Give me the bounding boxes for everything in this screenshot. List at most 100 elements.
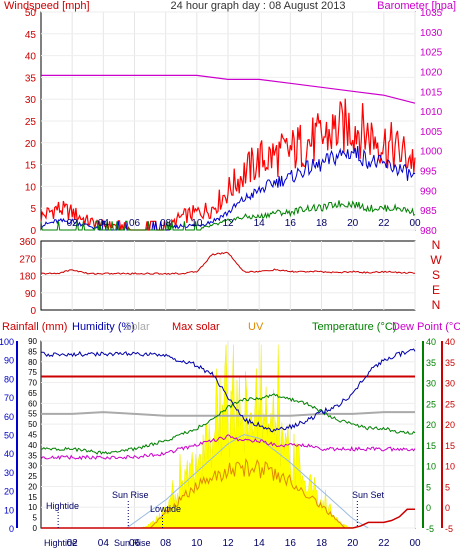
- rainfall-tick-label: 5: [33, 514, 38, 523]
- max-solar-line: [126, 434, 369, 529]
- barometer-tick-label: 985: [420, 206, 437, 217]
- x-tick-label: 12: [222, 218, 234, 229]
- dew-point-tick-label: 5: [445, 482, 450, 492]
- x-tick-label: 06: [129, 538, 141, 549]
- barometer-line: [41, 74, 416, 104]
- wind-direction-line: [40, 251, 416, 275]
- humidity-tick-label: 0: [9, 524, 14, 534]
- compass-letter: N: [432, 238, 441, 252]
- lower-axes: 1009080706050403020100908580757065605550…: [0, 337, 455, 534]
- uv-line: [149, 457, 346, 529]
- solar-header: Solar: [124, 321, 150, 333]
- temperature-tick-label: 35: [426, 358, 436, 368]
- barometer-tick-label: 995: [420, 167, 437, 178]
- dew-point-tick-label: 15: [445, 441, 455, 451]
- x-tick-label: 14: [254, 218, 266, 229]
- dew-point-tick-label: 35: [445, 358, 455, 368]
- direction-degree-label: 360: [19, 237, 36, 248]
- rainfall-tick-label: 90: [28, 337, 37, 346]
- rainfall-tick-label: 60: [28, 399, 37, 408]
- windspeed-tick-label: 0: [30, 226, 36, 237]
- temperature-tick-label: 30: [426, 379, 436, 389]
- rainfall-tick-label: 55: [28, 410, 37, 419]
- compass-letter: S: [432, 268, 440, 282]
- wind-baro-grid: [41, 11, 416, 231]
- windspeed-axis-title: Windspeed [mph]: [4, 0, 90, 12]
- humidity-tick-label: 90: [4, 356, 14, 366]
- humidity-tick-label: 10: [4, 505, 14, 515]
- barometer-tick-label: 990: [420, 186, 437, 197]
- compass-letter: W: [430, 253, 442, 267]
- barometer-tick-label: 1015: [420, 87, 443, 98]
- annotation-label: Sun Rise: [114, 538, 151, 548]
- x-tick-label: 22: [378, 538, 390, 549]
- humidity-tick-label: 20: [4, 487, 14, 497]
- x-tick-label: 18: [316, 218, 328, 229]
- humidity-tick-label: 60: [4, 412, 14, 422]
- annotation-label: Hightide: [44, 538, 77, 548]
- x-tick-label: 04: [98, 538, 110, 549]
- barometer-tick-label: 1010: [420, 107, 443, 118]
- lower-series: [40, 344, 416, 529]
- rainfall-tick-label: 0: [33, 524, 38, 533]
- rainfall-tick-label: 15: [28, 493, 37, 502]
- windspeed-tick-label: 20: [25, 139, 37, 150]
- barometer-tick-label: 980: [420, 226, 437, 237]
- barometer-tick-label: 1000: [420, 147, 443, 158]
- solar-area: [137, 344, 356, 529]
- x-tick-label: 16: [285, 218, 297, 229]
- windspeed-tick-label: 10: [25, 182, 37, 193]
- windspeed-tick-label: 30: [25, 95, 37, 106]
- temperature-header: Temperature (°C): [312, 321, 396, 333]
- rainfall-tick-label: 50: [28, 420, 37, 429]
- direction-degree-ticks: 360 270 180 90 0: [19, 237, 36, 317]
- dew-point-tick-label: 30: [445, 379, 455, 389]
- rainfall-line: [41, 508, 415, 529]
- uv-header: UV: [248, 321, 264, 333]
- graph-title: 24 hour graph day : 08 August 2013: [171, 0, 346, 12]
- average-line: [40, 145, 416, 231]
- rainfall-header: Rainfall (mm): [2, 321, 67, 333]
- windspeed-tick-label: 5: [30, 204, 36, 215]
- compass-letter: E: [432, 283, 440, 297]
- x-tick-label: 10: [191, 218, 203, 229]
- rainfall-tick-label: 20: [28, 482, 37, 491]
- rainfall-tick-label: 45: [28, 431, 37, 440]
- x-tick-label: 00: [409, 218, 421, 229]
- direction-degree-label: 90: [25, 289, 37, 300]
- dew-point-tick-label: -5: [445, 524, 453, 534]
- x-tick-label: 14: [254, 538, 266, 549]
- x-tick-label: 16: [285, 538, 297, 549]
- humidity-line: [40, 348, 416, 433]
- barometer-ticks: 1035 1030 1025 1020 1015 1010 1005 1000 995 990 98…: [420, 8, 443, 237]
- direction-degree-label: 180: [19, 272, 36, 283]
- wind-baro-series: [40, 74, 416, 231]
- rainfall-tick-label: 65: [28, 389, 37, 398]
- humidity-header: Humidity (%): [72, 321, 135, 333]
- windspeed-tick-label: 45: [25, 30, 37, 41]
- x-tick-label: 22: [378, 218, 390, 229]
- temperature-tick-label: 40: [426, 337, 436, 347]
- lower-x-ticks: 02 04 06 08 10 12 14 16 18 20 22 00: [67, 538, 421, 549]
- gust-low-line: [40, 200, 416, 231]
- humidity-tick-label: 40: [4, 449, 14, 459]
- dew-point-line: [40, 434, 416, 461]
- temperature-tick-label: 15: [426, 441, 436, 451]
- windspeed-tick-label: 15: [25, 161, 37, 172]
- rainfall-tick-label: 85: [28, 347, 37, 356]
- wind-x-ticks: 02 04 06 08 10 12 14 16 18 20 22 00: [67, 218, 421, 229]
- lower-panel-header: Rainfall (mm) Humidity (%) Solar Max sol…: [2, 321, 460, 333]
- humidity-tick-label: 100: [0, 337, 14, 347]
- temperature-tick-label: 20: [426, 420, 436, 430]
- rainfall-tick-label: 30: [28, 462, 37, 471]
- humidity-tick-label: 50: [4, 431, 14, 441]
- x-tick-label: 02: [67, 218, 79, 229]
- direction-degree-label: 270: [19, 254, 36, 265]
- annotation-label: Lowtide: [150, 504, 181, 514]
- dew-point-tick-label: 40: [445, 337, 455, 347]
- barometer-tick-label: 1030: [420, 28, 443, 39]
- x-tick-label: 02: [67, 538, 79, 549]
